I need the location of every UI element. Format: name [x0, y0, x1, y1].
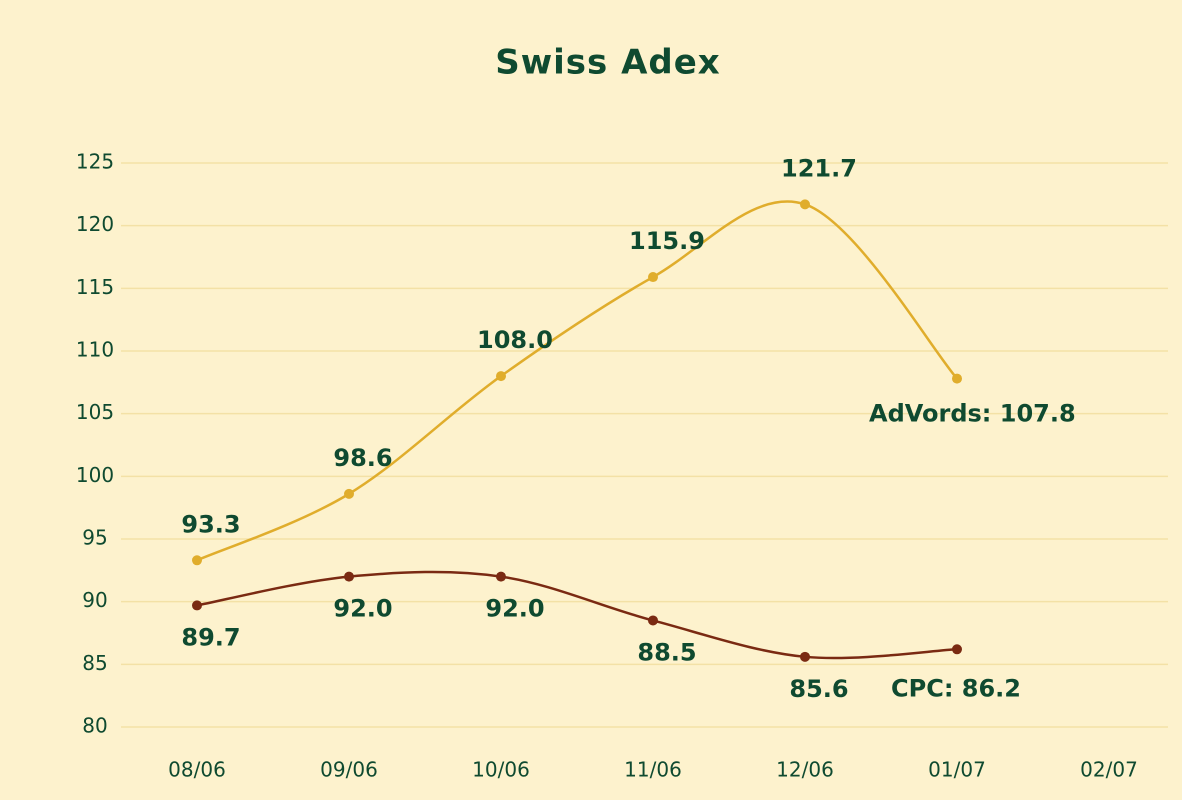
- y-tick-label: 125: [76, 150, 114, 174]
- series-line: [196, 200, 958, 562]
- value-label: CPC: 86.2: [891, 674, 1021, 702]
- y-tick-label: 85: [82, 651, 107, 675]
- y-tick-label: 115: [76, 275, 114, 299]
- value-label: 93.3: [181, 510, 240, 538]
- y-tick-label: 105: [76, 400, 114, 424]
- data-point: [800, 199, 810, 210]
- data-point: [496, 371, 506, 382]
- y-tick-label: 95: [82, 526, 107, 550]
- value-label: 85.6: [789, 675, 848, 703]
- data-point: [344, 571, 354, 582]
- value-label: 89.7: [181, 623, 240, 651]
- x-tick-label: 12/06: [776, 758, 834, 782]
- y-tick-label: 90: [82, 588, 107, 612]
- data-point: [952, 373, 962, 384]
- data-point: [192, 555, 202, 566]
- data-point: [648, 272, 658, 283]
- y-tick-label: 100: [76, 463, 114, 487]
- data-point: [800, 651, 810, 662]
- value-label: 98.6: [333, 444, 392, 472]
- y-tick-label: 110: [76, 338, 114, 362]
- value-label: 92.0: [485, 595, 544, 623]
- data-point: [192, 600, 202, 611]
- value-label: 92.0: [333, 595, 392, 623]
- x-tick-label: 11/06: [624, 758, 682, 782]
- data-point: [648, 615, 658, 626]
- data-point: [496, 571, 506, 582]
- y-tick-label: 120: [76, 212, 114, 236]
- x-tick-label: 10/06: [472, 758, 530, 782]
- x-tick-label: 01/07: [928, 758, 986, 782]
- value-label: 115.9: [629, 227, 705, 255]
- chart-title: Swiss Adex: [495, 43, 721, 83]
- value-label: 88.5: [637, 638, 696, 666]
- data-point: [344, 488, 354, 499]
- data-point: [952, 644, 962, 655]
- value-label: AdVords: 107.8: [869, 400, 1076, 428]
- x-tick-label: 08/06: [168, 758, 226, 782]
- value-label: 108.0: [477, 326, 553, 354]
- x-tick-label: 02/07: [1080, 758, 1138, 782]
- series-line: [196, 570, 958, 660]
- y-tick-label: 80: [82, 714, 107, 738]
- x-tick-label: 09/06: [320, 758, 378, 782]
- value-label: 121.7: [781, 154, 857, 182]
